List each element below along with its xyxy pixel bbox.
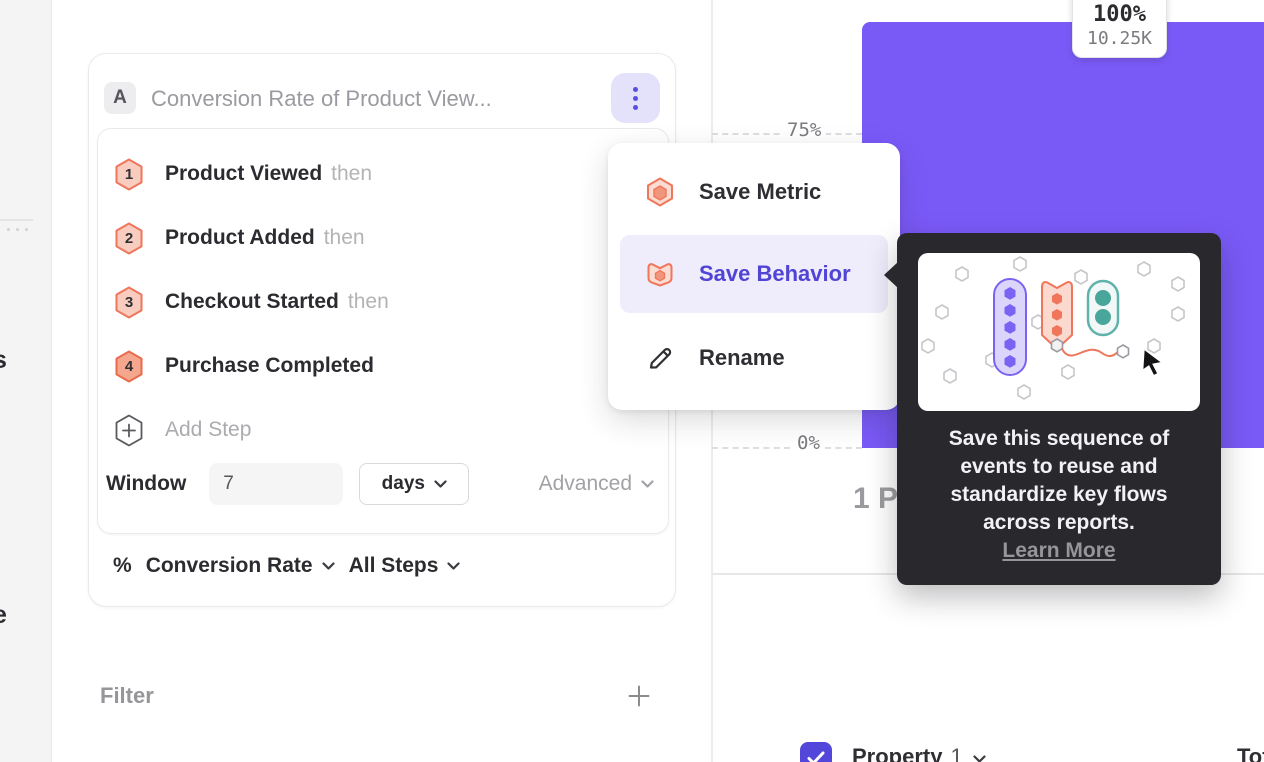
sidebar-divider	[0, 219, 33, 221]
step-number-hexagon-icon: 2	[114, 222, 144, 255]
left-sidebar: s e	[0, 0, 52, 762]
menu-item-save-behavior[interactable]: Save Behavior	[620, 235, 888, 313]
funnel-step-row[interactable]: 3 Checkout Started then	[114, 270, 654, 334]
y-tick-75: 75%	[782, 118, 827, 142]
sidebar-drag-dots-icon	[7, 228, 28, 231]
funnel-step-row[interactable]: 4 Purchase Completed	[114, 334, 654, 398]
tooltip-arrow	[884, 262, 898, 288]
advanced-toggle[interactable]: Advanced	[539, 472, 654, 496]
menu-item-rename[interactable]: Rename	[620, 327, 888, 389]
series-context-menu: Save Metric Save Behavior Rename	[608, 143, 900, 410]
step-number-hexagon-icon: 3	[114, 286, 144, 319]
add-step-label: Add Step	[165, 418, 252, 441]
window-unit-select[interactable]: days	[359, 463, 470, 505]
chevron-down-icon	[321, 562, 335, 570]
metric-dropdown[interactable]: Conversion Rate	[146, 554, 335, 578]
step-event-name[interactable]: Product Added	[165, 226, 315, 249]
coral-connector-line	[1061, 348, 1121, 358]
step-number-hexagon-icon: 4	[114, 350, 144, 383]
breakdown-property-dropdown[interactable]: Property 1	[852, 744, 986, 762]
funnel-steps-card: 1 Product Viewed then 2 Product Added th…	[97, 128, 669, 534]
window-value-input[interactable]	[209, 463, 344, 505]
chevron-down-icon	[973, 755, 986, 762]
step-connector: then	[323, 226, 365, 249]
window-label: Window	[106, 472, 187, 495]
step-number-hexagon-icon: 1	[114, 158, 144, 191]
bar-value-chip: 100% 10.25K	[1072, 0, 1167, 58]
add-filter-button[interactable]	[626, 683, 652, 709]
sidebar-item-fragment-top[interactable]: s	[0, 346, 7, 375]
teal-pill	[1086, 279, 1120, 337]
series-title[interactable]: Conversion Rate of Product View...	[151, 86, 492, 111]
chevron-down-icon	[641, 480, 654, 488]
step-event-name[interactable]: Checkout Started	[165, 290, 339, 313]
cursor-icon	[1141, 347, 1164, 377]
chevron-down-icon	[434, 480, 447, 488]
learn-more-link[interactable]: Learn More	[1002, 539, 1116, 562]
add-step-hexagon-plus-icon	[114, 414, 144, 447]
query-builder-card: A Conversion Rate of Product View... 1 P…	[88, 53, 676, 607]
sidebar-item-fragment-bottom[interactable]: e	[0, 601, 7, 630]
step-event-name[interactable]: Purchase Completed	[165, 354, 374, 377]
chevron-down-icon	[447, 562, 461, 570]
step-connector: then	[331, 162, 373, 185]
filter-label: Filter	[100, 683, 154, 708]
percent-symbol: %	[113, 554, 132, 577]
x-axis-step-label: 1 P	[853, 482, 899, 515]
gridline-0	[712, 447, 862, 449]
step-event-name[interactable]: Product Viewed	[165, 162, 323, 185]
scattered-hexagons	[921, 256, 1185, 400]
kebab-menu-button[interactable]	[611, 73, 660, 123]
filter-section: Filter	[100, 676, 652, 716]
bar-count-value: 10.25K	[1086, 28, 1153, 49]
step-connector: then	[347, 290, 389, 313]
bar-percent-value: 100%	[1093, 2, 1146, 27]
save-behavior-tooltip: Save this sequence of events to reuse an…	[884, 233, 1221, 585]
measurement-row: % Conversion Rate All Steps	[113, 548, 461, 584]
conversion-window-row: Window days Advanced	[106, 463, 654, 505]
funnel-step-row[interactable]: 2 Product Added then	[114, 206, 654, 270]
plus-icon	[628, 685, 650, 707]
save-behavior-ribbon-icon	[645, 258, 675, 290]
save-metric-hexagon-icon	[645, 176, 675, 208]
behavior-illustration	[918, 253, 1200, 411]
checkmark-icon	[807, 751, 825, 762]
series-a-badge: A	[104, 82, 136, 114]
purple-hexagons	[1004, 287, 1016, 368]
coral-hexagons	[1052, 293, 1062, 337]
breakdown-checkbox[interactable]	[800, 742, 832, 762]
steps-scope-dropdown[interactable]: All Steps	[349, 554, 461, 578]
tooltip-text: Save this sequence of events to reuse an…	[909, 425, 1209, 565]
add-step-row[interactable]: Add Step	[114, 398, 654, 462]
funnel-step-row[interactable]: 1 Product Viewed then	[114, 142, 654, 206]
menu-item-save-metric[interactable]: Save Metric	[620, 161, 888, 223]
y-tick-0: 0%	[792, 431, 825, 455]
pencil-icon	[645, 342, 675, 374]
total-column-header: Tot	[1237, 744, 1264, 762]
